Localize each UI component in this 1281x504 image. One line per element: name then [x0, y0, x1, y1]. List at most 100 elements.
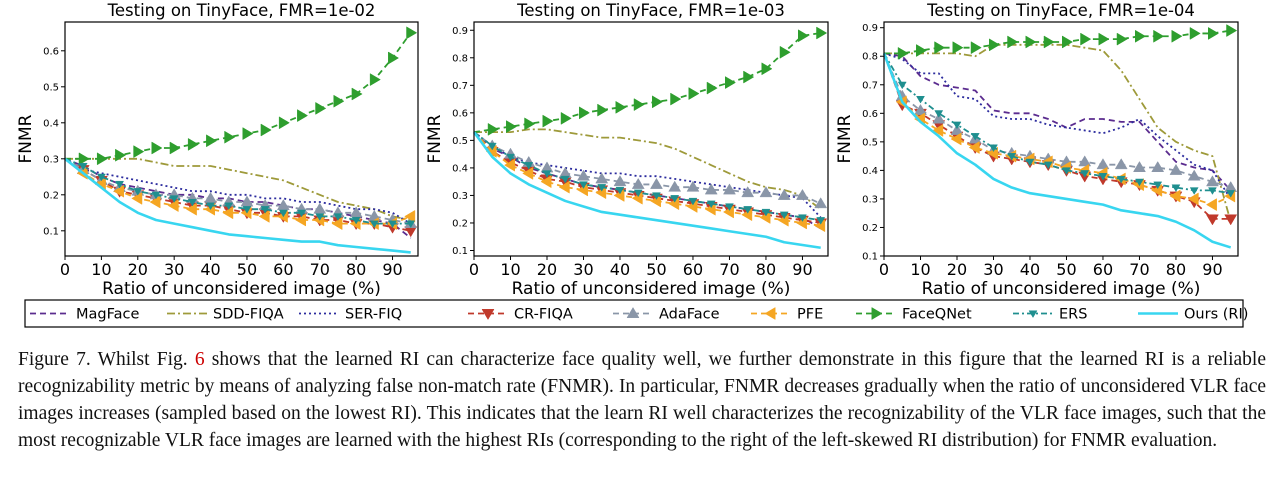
series-sdd-fiqa [65, 157, 411, 221]
data-point [688, 87, 700, 101]
data-point [633, 189, 643, 198]
data-point [504, 158, 515, 172]
data-point [652, 192, 661, 200]
y-tick-label: 0.5 [43, 82, 59, 93]
data-point [487, 142, 497, 151]
legend-item-sdd-fiqa: SDD-FIQA [167, 307, 284, 323]
x-tick-label: 20 [947, 260, 967, 279]
data-point [688, 197, 698, 206]
data-point [597, 103, 609, 117]
legend-item-ers: ERS [1013, 307, 1087, 323]
legend-item-ser-fiq: SER-FIQ [299, 307, 402, 323]
y-axis-label: FNMR [425, 114, 445, 163]
caption-prefix: Figure 7. Whilst Fig. [18, 349, 195, 370]
y-tick-label: 0.8 [452, 53, 468, 64]
data-point [1205, 198, 1217, 212]
y-tick-label: 0.7 [452, 81, 468, 92]
y-tick-label: 0.3 [862, 194, 878, 205]
data-point [260, 206, 270, 214]
series-ours-ri [64, 157, 411, 254]
x-tick-label: 10 [910, 260, 930, 279]
data-point [1096, 158, 1110, 170]
chart-panel-3: Testing on TinyFace, FMR=1e-04 0.1 0.2 0.3 0… [835, 1, 1239, 299]
x-tick-label: 70 [719, 260, 739, 279]
data-point [615, 186, 625, 195]
series-ser-fiq [64, 158, 412, 225]
series-cr-fiqa [473, 131, 828, 230]
data-point [1007, 35, 1019, 49]
legend-marker [764, 307, 776, 320]
data-point [814, 197, 828, 209]
data-point [406, 220, 416, 229]
data-point [743, 70, 755, 84]
figure-caption: Figure 7. Whilst Fig. 6 shows that the l… [18, 346, 1266, 454]
series-line-magface [64, 157, 412, 239]
data-point [169, 195, 179, 203]
data-point [1171, 184, 1181, 193]
y-tick-label: 0.7 [862, 80, 878, 91]
y-tick-label: 0.6 [862, 109, 878, 120]
x-tick-label: 60 [273, 260, 293, 279]
data-point [686, 180, 700, 192]
data-point [798, 29, 809, 43]
data-point [761, 208, 771, 217]
series-ours-ri [882, 52, 1232, 249]
data-point [597, 184, 607, 192]
data-point [1025, 158, 1035, 167]
data-point [351, 87, 363, 101]
data-point [115, 180, 125, 189]
x-tick-label: 30 [573, 260, 593, 279]
data-point [1135, 178, 1144, 187]
data-point [131, 191, 143, 205]
y-tick-label: 0.5 [452, 136, 468, 147]
data-point [1206, 214, 1219, 226]
series-line-sdd-fiqa [65, 157, 411, 221]
data-point [1080, 170, 1090, 178]
data-point [1098, 32, 1110, 46]
data-point [1078, 155, 1092, 167]
data-point [224, 130, 236, 144]
data-point [388, 51, 400, 65]
data-point [133, 145, 145, 159]
data-point [1133, 161, 1146, 172]
legend-label: CR-FIQA [514, 307, 573, 323]
x-tick-label: 70 [1129, 260, 1149, 279]
caption-figure-ref[interactable]: 6 [194, 349, 205, 370]
x-tick-label: 10 [500, 260, 520, 279]
data-point [78, 152, 90, 166]
data-point [1025, 35, 1037, 49]
series-line-ser-fiq [64, 158, 412, 225]
data-point [668, 180, 682, 192]
x-tick-label: 40 [200, 260, 220, 279]
data-point [989, 38, 1000, 52]
series-line-ers [883, 52, 1231, 195]
plot-frame [64, 21, 419, 257]
x-tick-label: 20 [128, 260, 148, 279]
data-point [349, 206, 363, 218]
data-point [950, 132, 962, 146]
x-tick-label: 60 [1093, 260, 1113, 279]
x-tick-label: 50 [1056, 260, 1076, 279]
data-point [506, 153, 515, 162]
data-point [1116, 32, 1128, 46]
data-point [759, 186, 773, 198]
data-point [1169, 189, 1181, 203]
data-point [796, 188, 809, 200]
data-point [331, 217, 343, 231]
data-point [133, 188, 143, 196]
data-point [560, 111, 572, 125]
y-tick-label: 0.8 [862, 52, 878, 63]
data-point [115, 148, 127, 162]
series-line-sdd-fiqa [884, 43, 1232, 222]
data-point [260, 123, 272, 137]
data-point [968, 141, 980, 154]
legend-item-pfe: PFE [751, 307, 823, 323]
data-point [113, 184, 125, 198]
x-tick-label: 80 [346, 260, 366, 279]
data-point [169, 141, 181, 155]
chart-title: Testing on TinyFace, FMR=1e-04 [926, 1, 1195, 20]
data-point [989, 144, 998, 153]
data-point [613, 175, 627, 187]
data-point [916, 95, 925, 104]
series-line-magface [883, 52, 1232, 191]
